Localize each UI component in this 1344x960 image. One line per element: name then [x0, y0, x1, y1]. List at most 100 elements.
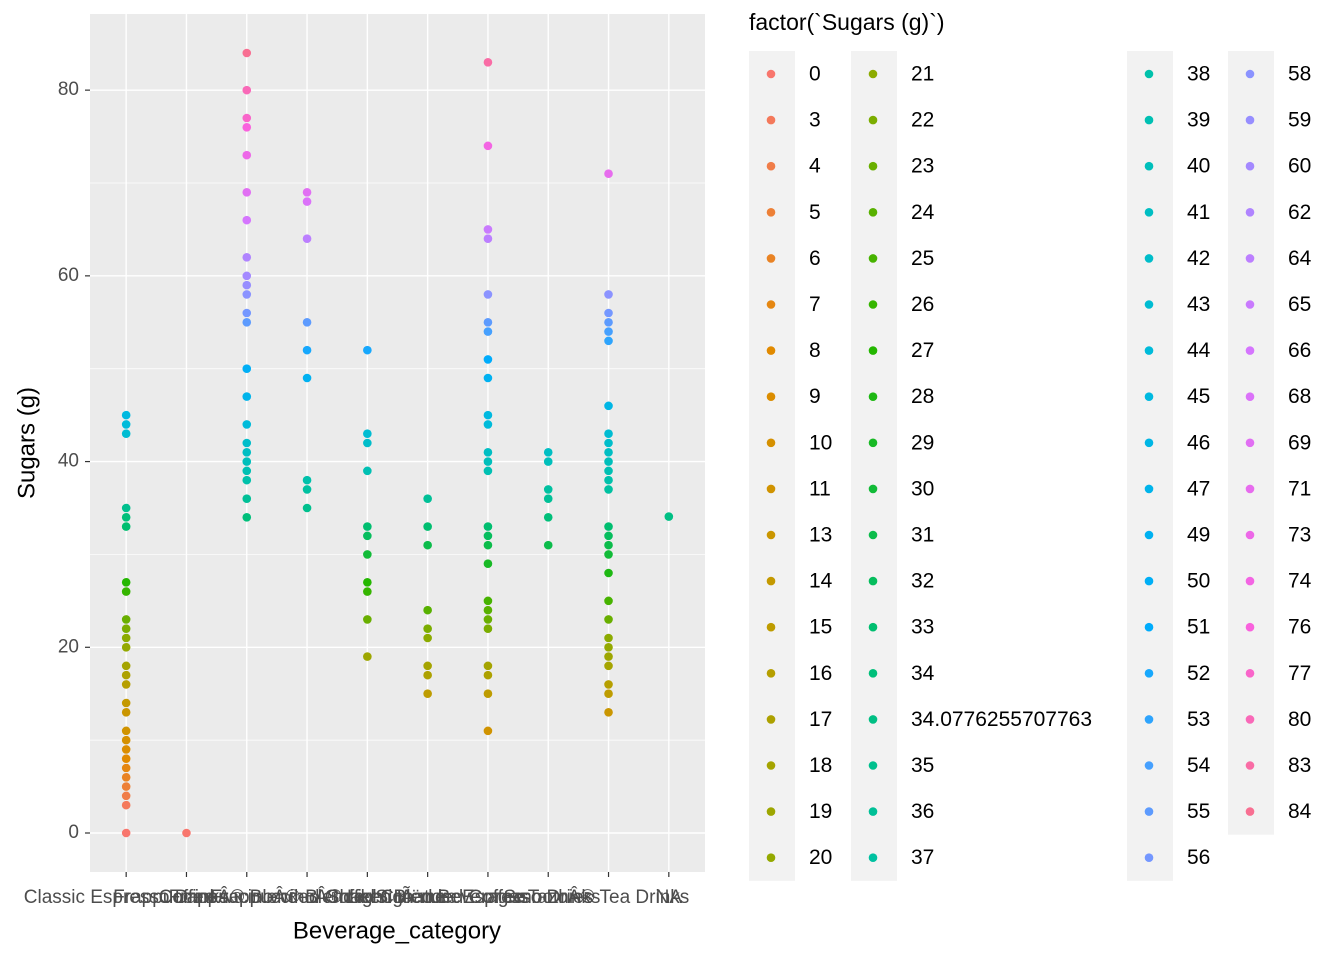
- legend-key: [1245, 392, 1255, 402]
- legend-label: 69: [1288, 431, 1311, 454]
- legend-key: [868, 161, 878, 171]
- point: [242, 392, 252, 401]
- legend-label: 28: [911, 385, 934, 408]
- legend-key: [1144, 300, 1154, 309]
- point: [242, 150, 252, 160]
- point: [423, 689, 432, 699]
- legend-label: 76: [1288, 616, 1311, 639]
- legend-key: [1245, 761, 1255, 770]
- legend-key: [868, 69, 878, 79]
- legend-label: 71: [1288, 477, 1311, 500]
- legend-key: [1144, 115, 1154, 125]
- point: [423, 522, 432, 531]
- point: [121, 735, 131, 745]
- legend-key: [1144, 622, 1154, 632]
- point: [543, 512, 553, 522]
- point: [242, 457, 252, 466]
- legend-label: 11: [809, 477, 831, 500]
- point: [242, 364, 252, 374]
- legend-label: 14: [809, 570, 833, 593]
- legend-label: 33: [911, 616, 934, 639]
- legend-label: 47: [1187, 477, 1210, 500]
- legend-key: [1245, 115, 1255, 125]
- point: [363, 615, 372, 624]
- legend-key: [766, 392, 776, 402]
- point: [483, 141, 493, 151]
- legend-key: [766, 346, 776, 355]
- legend-key: [868, 300, 878, 309]
- legend-key: [1144, 853, 1154, 862]
- legend-key: [1144, 669, 1154, 678]
- point: [121, 754, 131, 764]
- point: [543, 447, 553, 457]
- legend-label: 64: [1288, 247, 1312, 270]
- legend-key: [1245, 208, 1255, 217]
- legend-label: 8: [809, 339, 821, 362]
- x-tick-label: FrappuccinoÂ® Blended CrÃ¨me: [169, 886, 446, 908]
- point: [121, 503, 131, 513]
- legend-label: 10: [809, 431, 832, 454]
- legend-key: [1245, 69, 1255, 79]
- point: [242, 438, 252, 448]
- legend-label: 21: [911, 63, 934, 86]
- point: [483, 605, 493, 615]
- point: [483, 57, 493, 67]
- point: [121, 420, 131, 429]
- legend-key: [1245, 669, 1255, 678]
- point: [604, 689, 613, 699]
- point: [121, 642, 131, 652]
- legend-label: 24: [911, 201, 935, 224]
- point: [121, 745, 131, 754]
- point: [604, 680, 613, 689]
- legend-label: 53: [1187, 708, 1210, 731]
- legend-key: [766, 300, 776, 309]
- point: [604, 531, 613, 541]
- legend-label: 40: [1187, 155, 1210, 178]
- point: [604, 550, 613, 559]
- legend-label: 44: [1187, 339, 1211, 362]
- point: [242, 48, 252, 58]
- legend-key: [1144, 807, 1154, 816]
- legend-key: [766, 576, 776, 586]
- point: [604, 485, 613, 494]
- legend-label: 25: [911, 247, 934, 270]
- point: [483, 225, 493, 234]
- point: [483, 327, 493, 336]
- point: [604, 429, 613, 439]
- legend-key: [1144, 69, 1154, 79]
- legend-label: 49: [1187, 524, 1210, 547]
- point: [483, 661, 493, 671]
- point: [302, 503, 312, 513]
- point: [302, 187, 312, 197]
- x-axis-title: Beverage_category: [293, 917, 501, 944]
- point: [363, 587, 372, 596]
- x-tick-label: TazoÂ® Tea Drinks: [528, 886, 690, 908]
- point: [604, 169, 613, 179]
- legend-key-bg: [1127, 51, 1173, 881]
- point: [543, 485, 553, 494]
- legend-key: [868, 576, 878, 586]
- x-tick-label: FrappuccinoÂ® Light Blended Coffee: [211, 886, 525, 908]
- point: [483, 447, 493, 457]
- point: [121, 680, 131, 689]
- legend-key: [1245, 530, 1255, 540]
- legend-key: [766, 761, 776, 770]
- point: [363, 345, 372, 355]
- legend-label: 68: [1288, 385, 1311, 408]
- point: [242, 494, 252, 504]
- y-axis-title: Sugars (g): [13, 387, 40, 499]
- point: [302, 345, 312, 355]
- legend-key: [1245, 161, 1255, 171]
- point: [302, 317, 312, 327]
- point: [121, 726, 131, 736]
- legend-label: 4: [809, 155, 821, 178]
- legend-key-bg: [851, 51, 897, 881]
- legend-key: [766, 715, 776, 724]
- point: [423, 624, 432, 634]
- point: [363, 522, 372, 531]
- legend-label: 41: [1187, 201, 1210, 224]
- point: [483, 522, 493, 531]
- x-tick-label: Smoothies: [503, 887, 593, 908]
- legend-label: 20: [809, 846, 832, 869]
